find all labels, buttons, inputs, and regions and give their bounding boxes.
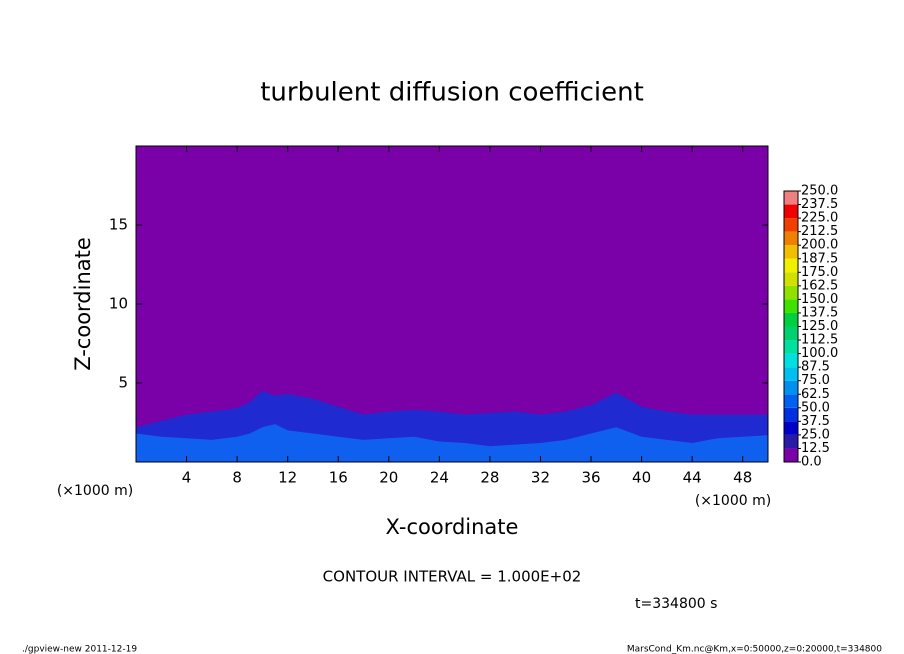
colorbar-cell (784, 434, 798, 449)
colorbar-cell (784, 407, 798, 422)
field-area (136, 424, 768, 462)
x-axis-label: X-coordinate (386, 515, 519, 539)
colorbar-label: 37.5 (801, 414, 830, 429)
x-tick-label: 12 (278, 469, 297, 487)
x-tick-label: 20 (379, 469, 398, 487)
colorbar-cell (784, 380, 798, 395)
colorbar-cell (784, 421, 798, 435)
colorbar-label: 225.0 (801, 211, 838, 226)
colorbar-cell (784, 245, 798, 259)
colorbar-label: 87.5 (801, 360, 830, 375)
footer-left: ./gpview-new 2011-12-19 (22, 645, 137, 654)
y-unit: (×1000 m) (57, 483, 133, 499)
y-tick-label: 15 (109, 216, 128, 234)
colorbar-label: 62.5 (801, 387, 830, 402)
colorbar-label: 0.0 (801, 455, 822, 470)
footer-right: MarsCond_Km.nc@Km,x=0:50000,z=0:20000,t=… (627, 645, 882, 654)
y-axis-label: Z-coordinate (71, 237, 95, 371)
x-tick-label: 36 (581, 469, 600, 487)
colorbar-cell (784, 191, 798, 205)
colorbar-label: 100.0 (801, 346, 838, 361)
colorbar-cell (784, 204, 798, 219)
colorbar-cell (784, 326, 798, 341)
x-tick-label: 48 (733, 469, 752, 487)
y-tick-label: 10 (109, 295, 128, 313)
colorbar-cell (784, 299, 798, 313)
colorbar-label: 137.5 (801, 305, 838, 320)
contour-interval: CONTOUR INTERVAL = 1.000E+02 (323, 568, 582, 586)
x-tick-label: 24 (430, 469, 449, 487)
colorbar-cell (784, 353, 798, 368)
colorbar-label: 187.5 (801, 251, 838, 266)
colorbar-cell (784, 258, 798, 273)
y-tick-label: 5 (118, 374, 128, 392)
colorbar-cell (784, 312, 798, 327)
chart-title: turbulent diffusion coefficient (260, 78, 644, 108)
colorbar-cell (784, 367, 798, 381)
colorbar-cell (784, 272, 798, 286)
colorbar-label: 50.0 (801, 400, 830, 415)
x-tick-label: 16 (329, 469, 348, 487)
colorbar-cell (784, 285, 798, 300)
colorbar-label: 175.0 (801, 265, 838, 280)
colorbar-label: 125.0 (801, 319, 838, 334)
time-label: t=334800 s (635, 596, 717, 612)
x-tick-label: 40 (632, 469, 651, 487)
x-tick-label: 44 (683, 469, 702, 487)
colorbar-label: 162.5 (801, 278, 838, 293)
colorbar-label: 112.5 (801, 333, 838, 348)
colorbar-label: 237.5 (801, 197, 838, 212)
colorbar-cell (784, 340, 798, 354)
colorbar-label: 12.5 (801, 441, 830, 456)
x-tick-label: 28 (480, 469, 499, 487)
colorbar-label: 212.5 (801, 224, 838, 239)
colorbar-cell (784, 394, 798, 408)
colorbar-cell (784, 231, 798, 246)
x-tick-label: 8 (232, 469, 242, 487)
x-tick-label: 4 (182, 469, 192, 487)
colorbar-label: 250.0 (801, 184, 838, 199)
colorbar-cell (784, 218, 798, 232)
colorbar-label: 200.0 (801, 238, 838, 253)
colorbar-label: 150.0 (801, 292, 838, 307)
colorbar-label: 75.0 (801, 373, 830, 388)
colorbar-cell (784, 448, 798, 462)
x-unit: (×1000 m) (695, 493, 771, 509)
x-tick-label: 32 (531, 469, 550, 487)
colorbar-label: 25.0 (801, 427, 830, 442)
